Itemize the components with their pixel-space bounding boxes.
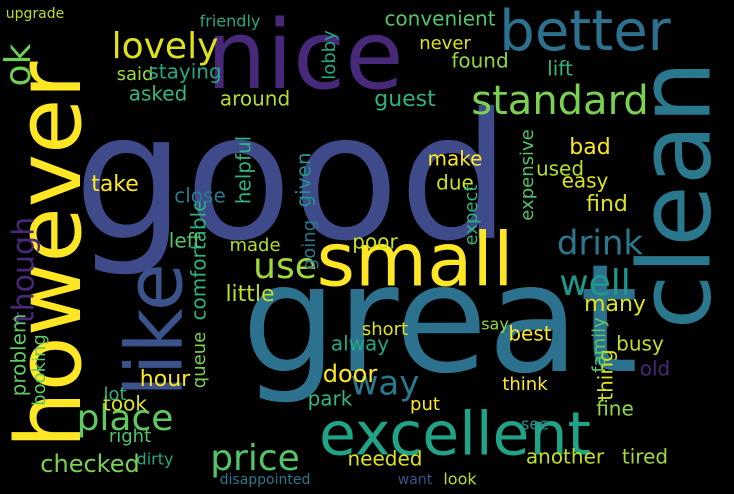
word: around: [220, 87, 290, 111]
word: small: [316, 218, 513, 304]
word: use: [253, 246, 317, 287]
word: lovely: [112, 26, 219, 67]
word: put: [410, 394, 440, 415]
word: door: [323, 360, 378, 388]
word: way: [351, 364, 420, 404]
word: little: [225, 282, 274, 307]
word: guest: [374, 87, 436, 112]
word: queue: [189, 332, 210, 388]
word: better: [499, 0, 671, 64]
word: upgrade: [6, 6, 64, 22]
word: old: [640, 357, 671, 381]
word: think: [502, 374, 548, 395]
word: friendly: [200, 12, 261, 31]
word: ok: [0, 43, 39, 86]
word: expect: [461, 185, 482, 246]
word: never: [419, 33, 471, 54]
word: comfortable: [187, 200, 211, 321]
word: want: [398, 472, 433, 488]
word: nice: [206, 1, 403, 111]
word: easy: [562, 169, 609, 193]
word: used: [536, 157, 584, 181]
word: standard: [471, 78, 648, 124]
word: due: [436, 171, 474, 195]
word: find: [586, 192, 628, 217]
word: however: [0, 62, 102, 449]
word: busy: [616, 332, 664, 356]
word: family: [589, 317, 610, 373]
word: going: [299, 220, 320, 270]
word: thing: [594, 349, 618, 400]
word: given: [292, 152, 316, 207]
word: fine: [596, 397, 634, 421]
word: many: [584, 292, 646, 317]
word: right: [109, 426, 151, 447]
word: make: [428, 147, 483, 171]
word: checked: [40, 450, 139, 478]
word: made: [229, 235, 280, 256]
word: like: [110, 263, 200, 397]
word: drink: [557, 224, 644, 264]
word: booking: [29, 334, 50, 406]
word: great: [242, 233, 639, 407]
word: found: [451, 49, 508, 73]
word: needed: [348, 447, 423, 471]
word: lobby: [319, 30, 340, 80]
word: close: [174, 184, 226, 208]
word: place: [77, 398, 174, 439]
word: say: [481, 315, 509, 334]
word: price: [210, 438, 300, 479]
word: poor: [352, 230, 398, 254]
word: look: [443, 470, 477, 489]
word: take: [91, 172, 139, 197]
word: lot: [103, 384, 126, 405]
word: left: [169, 229, 202, 253]
word: helpful: [232, 136, 256, 205]
word: good: [74, 77, 510, 280]
word: disappointed: [220, 472, 311, 488]
word: problem: [7, 314, 31, 397]
word: said: [117, 64, 154, 85]
word: tired: [622, 445, 668, 469]
word: though: [7, 217, 42, 323]
word: took: [103, 392, 147, 416]
word: short: [362, 319, 408, 340]
word: park: [308, 387, 353, 411]
word: lift: [547, 57, 573, 81]
word: alway: [331, 332, 389, 356]
word: asked: [129, 82, 188, 106]
word: staying: [148, 60, 221, 84]
word: expensive: [517, 129, 538, 220]
word: clean: [616, 61, 733, 330]
word: dirty: [137, 450, 174, 469]
word: convenient: [384, 7, 495, 31]
word: another: [526, 445, 605, 469]
word: hour: [140, 367, 191, 392]
word: bad: [569, 135, 610, 160]
word: excellent: [319, 400, 591, 470]
word: best: [508, 322, 551, 346]
word: see: [521, 415, 549, 434]
word: well: [559, 263, 631, 304]
